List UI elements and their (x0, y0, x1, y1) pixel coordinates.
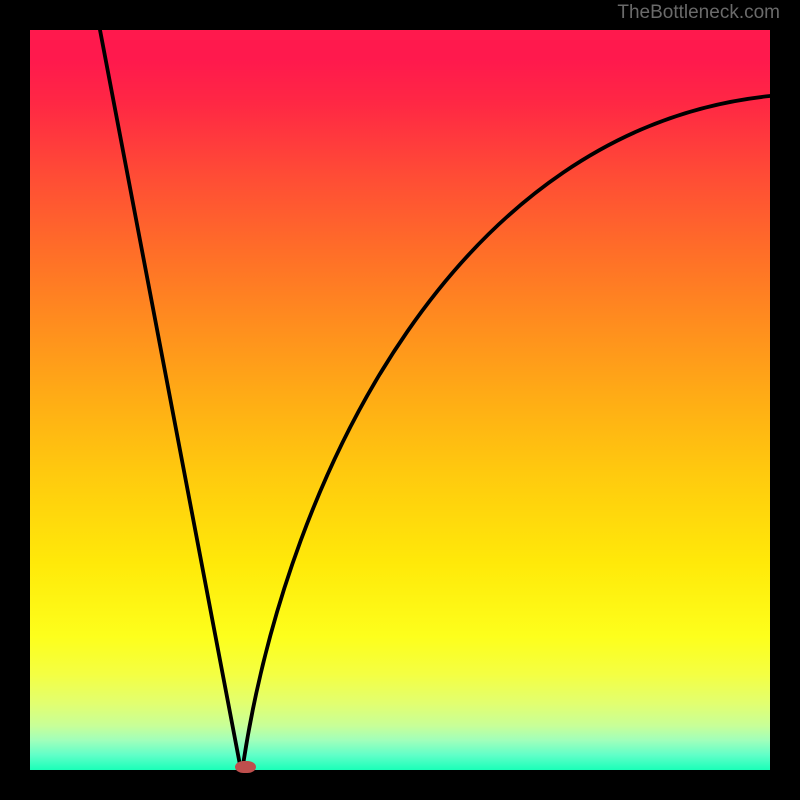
bottleneck-curve (100, 30, 770, 765)
watermark-text: TheBottleneck.com (617, 2, 780, 24)
curve-layer (30, 30, 770, 770)
min-marker (235, 761, 256, 773)
plot-area (30, 30, 770, 770)
